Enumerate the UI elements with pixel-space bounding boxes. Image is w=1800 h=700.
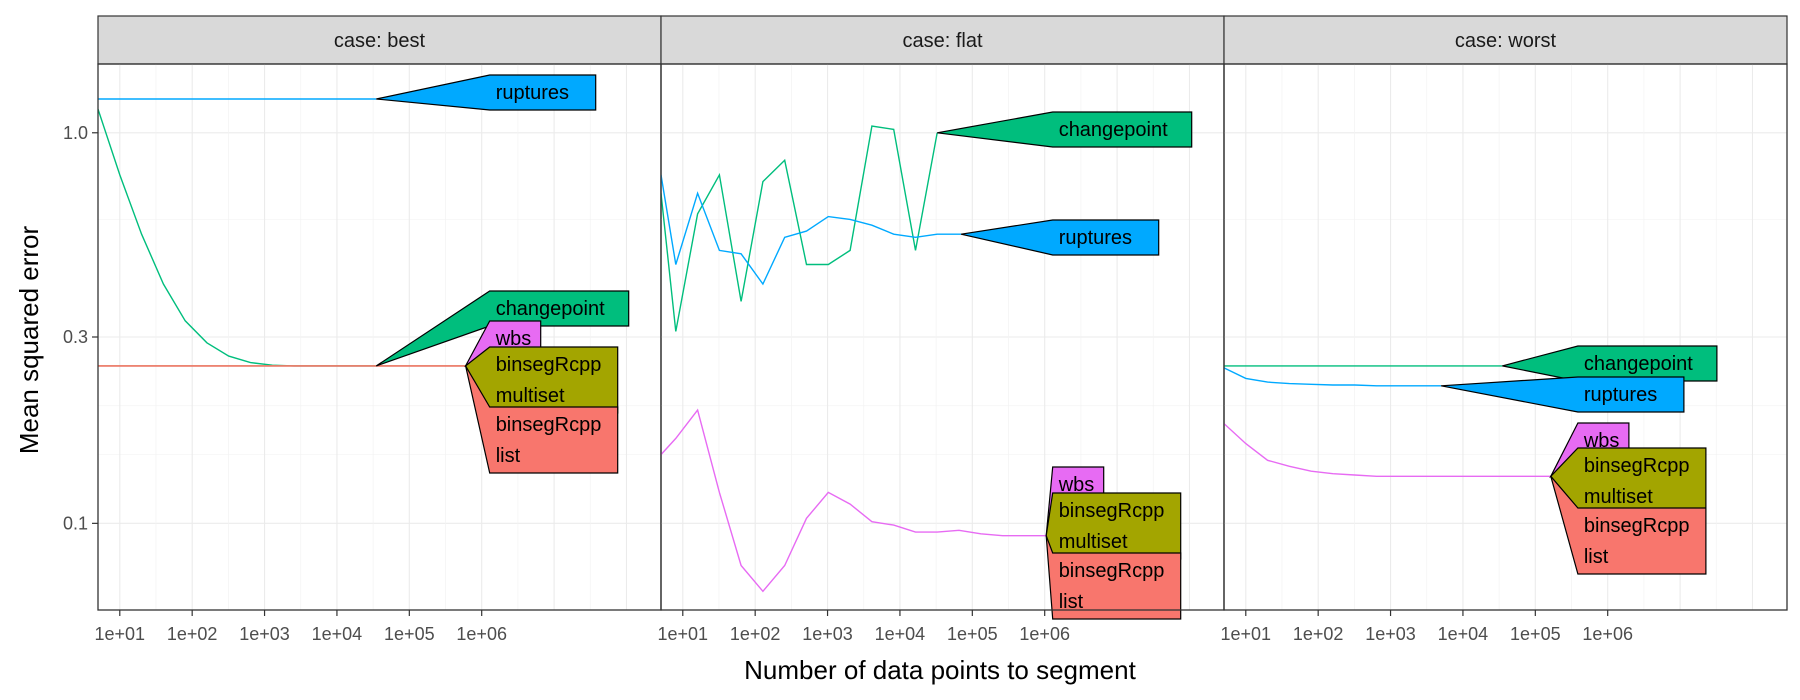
strip-background (97, 15, 662, 65)
x-tick-label: 1e+02 (167, 624, 218, 644)
label-text-wbs: wbs (1058, 474, 1095, 496)
direct-labels: changepoint ruptures wbs binsegRcpp multiset… (1440, 345, 1718, 575)
x-tick-label: 1e+06 (1019, 624, 1070, 644)
label-box-binsegrcpp-list (1045, 535, 1182, 620)
series-lines (1224, 365, 1551, 477)
label-text-binsegrcpp-multiset: multiset (1584, 486, 1653, 508)
label-box-changepoint (375, 290, 630, 367)
label-box-ruptures (1440, 376, 1685, 413)
label-text-ruptures: ruptures (1059, 227, 1132, 249)
series-line-changepoint (661, 125, 938, 332)
direct-labels: ruptures changepoint wbs binsegRcpp multiset… (375, 74, 630, 474)
x-tick-label: 1e+03 (239, 624, 290, 644)
label-text-changepoint: changepoint (1584, 353, 1693, 375)
label-text-wbs: wbs (1583, 430, 1620, 452)
x-tick-label: 1e+01 (658, 624, 709, 644)
label-box-ruptures (960, 219, 1160, 256)
label-text-binsegrcpp-list: list (1584, 546, 1609, 568)
label-text-binsegrcpp-multiset: binsegRcpp (1059, 500, 1165, 522)
label-text-binsegrcpp-list: list (496, 445, 521, 467)
label-box-changepoint (937, 111, 1193, 148)
x-tick-label: 1e+02 (1293, 624, 1344, 644)
label-text-ruptures: ruptures (496, 82, 569, 104)
x-tick-label: 1e+06 (1582, 624, 1633, 644)
panel-case-best: case: best ruptures changepoint wbs binsegRc… (97, 15, 662, 611)
x-tick-label: 1e+04 (312, 624, 363, 644)
label-text-binsegrcpp-list: binsegRcpp (1059, 560, 1165, 582)
strip-label: case: worst (1455, 30, 1557, 52)
panel-case-flat: case: flat changepoint ruptures wbs binsegRc… (660, 15, 1225, 620)
strip-label: case: flat (902, 30, 982, 52)
label-box-binsegrcpp-list (1550, 475, 1707, 575)
gridlines (1224, 64, 1787, 610)
y-axis-title: Mean squared error (14, 225, 44, 454)
y-tick-label: 0.1 (63, 513, 88, 533)
series-lines (98, 98, 466, 367)
x-tick-label: 1e+04 (1438, 624, 1489, 644)
y-tick-label: 0.3 (63, 327, 88, 347)
panel-case-worst: case: worst changepoint ruptures wbs binsegR… (1223, 15, 1788, 611)
series-lines (661, 125, 1047, 593)
x-tick-label: 1e+01 (95, 624, 146, 644)
x-tick-label: 1e+01 (1221, 624, 1272, 644)
x-tick-label: 1e+05 (384, 624, 435, 644)
label-text-ruptures: ruptures (1584, 384, 1657, 406)
label-text-binsegrcpp-list: binsegRcpp (496, 414, 602, 436)
label-text-binsegrcpp-multiset: binsegRcpp (1584, 455, 1690, 477)
label-box-ruptures (376, 74, 597, 111)
series-line-wbs (1224, 423, 1551, 477)
panels-layer: case: best ruptures changepoint wbs binsegRc… (97, 15, 1788, 620)
label-text-binsegrcpp-multiset: binsegRcpp (496, 354, 602, 376)
series-line-changepoint (98, 108, 377, 367)
label-text-binsegrcpp-multiset: multiset (1059, 531, 1128, 553)
strip-background (1223, 15, 1788, 65)
y-axis: 0.1 0.3 1.0 (63, 123, 98, 533)
direct-labels: changepoint ruptures wbs binsegRcpp multiset… (937, 111, 1193, 620)
x-tick-label: 1e+06 (456, 624, 507, 644)
label-text-wbs: wbs (495, 328, 532, 350)
gridlines (98, 64, 661, 610)
series-line-ruptures (1224, 367, 1442, 387)
label-box-binsegrcpp-list (465, 365, 619, 474)
x-tick-label: 1e+03 (1365, 624, 1416, 644)
label-text-changepoint: changepoint (496, 298, 605, 320)
label-text-binsegrcpp-list: binsegRcpp (1584, 515, 1690, 537)
label-text-binsegrcpp-list: list (1059, 591, 1084, 613)
x-tick-label: 1e+02 (730, 624, 781, 644)
x-tick-label: 1e+05 (1510, 624, 1561, 644)
panel-border (1223, 63, 1788, 611)
series-line-wbs (661, 408, 1047, 593)
x-axis-title: Number of data points to segment (744, 655, 1136, 685)
series-line-ruptures (661, 174, 962, 286)
x-tick-label: 1e+05 (947, 624, 998, 644)
y-tick-label: 1.0 (63, 123, 88, 143)
strip-label: case: best (334, 30, 426, 52)
x-axis: 1e+01 1e+02 1e+03 1e+04 1e+05 1e+06 1e+01 1e+02… (95, 610, 1633, 644)
label-text-changepoint: changepoint (1059, 119, 1168, 141)
x-tick-label: 1e+04 (875, 624, 926, 644)
label-text-binsegrcpp-multiset: multiset (496, 385, 565, 407)
x-tick-label: 1e+03 (802, 624, 853, 644)
